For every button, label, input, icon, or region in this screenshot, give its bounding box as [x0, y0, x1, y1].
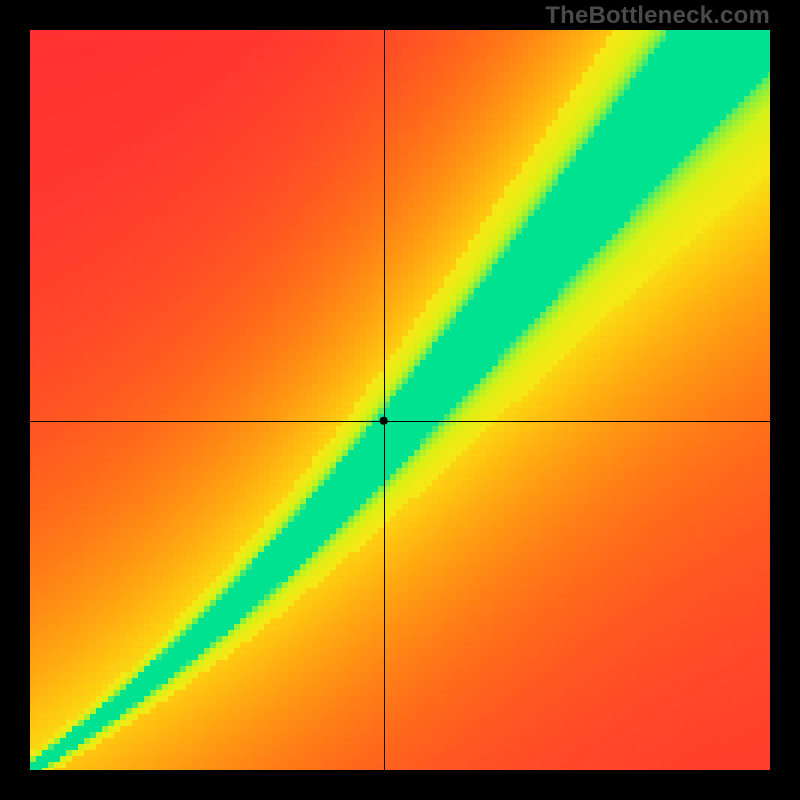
- bottleneck-heatmap: [0, 0, 800, 800]
- watermark-text: TheBottleneck.com: [545, 2, 770, 30]
- chart-container: TheBottleneck.com: [0, 0, 800, 800]
